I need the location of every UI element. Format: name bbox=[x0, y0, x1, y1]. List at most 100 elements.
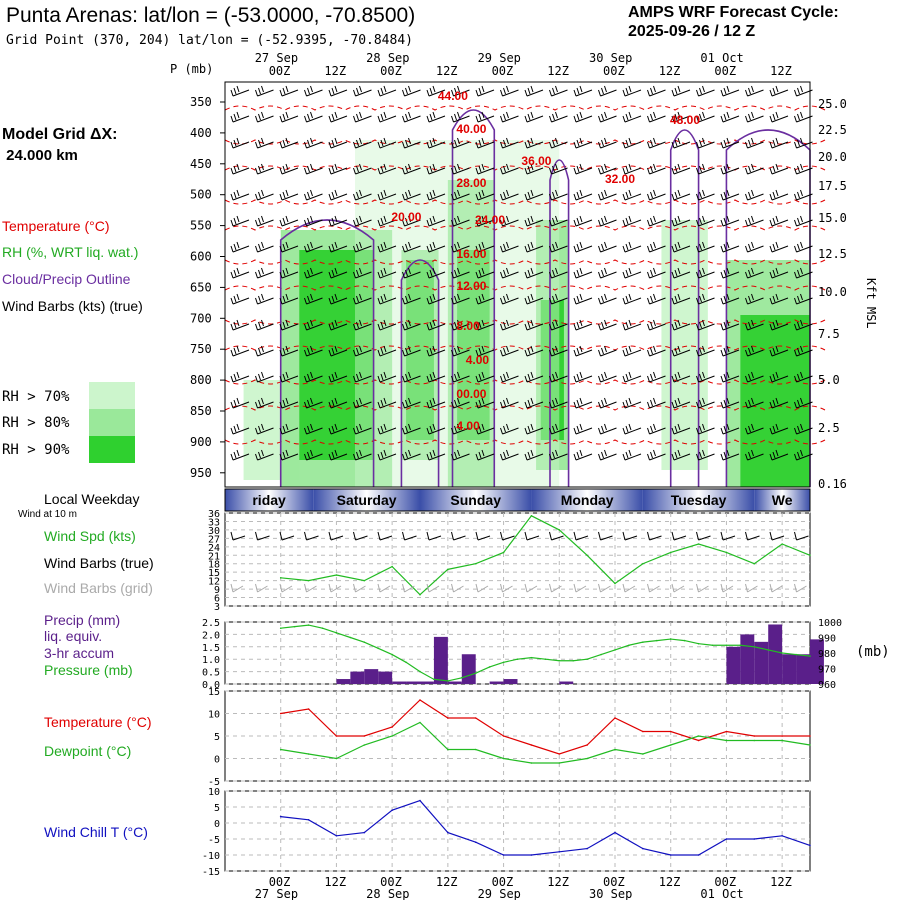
wind-barb bbox=[622, 267, 642, 279]
temp-contour-label: 28.00 bbox=[456, 176, 486, 190]
wind-barb bbox=[794, 345, 813, 357]
wind-barb bbox=[500, 345, 519, 357]
chill-panel-tick: -10 bbox=[202, 851, 220, 862]
pressure-line-point bbox=[307, 624, 310, 626]
wind-barb bbox=[377, 345, 397, 357]
wind-barb-true bbox=[573, 531, 589, 541]
wind-barb bbox=[622, 397, 642, 409]
pressure-line-point bbox=[349, 636, 352, 639]
wind-barb bbox=[745, 215, 764, 227]
bottom-date-label: 30 Sep bbox=[589, 887, 632, 900]
pressure-line-point bbox=[572, 659, 575, 662]
top-date-label: 28 Sep bbox=[366, 51, 409, 65]
wind-barb bbox=[426, 189, 446, 201]
wind-speed-line-point bbox=[586, 554, 588, 557]
wind-barb bbox=[255, 241, 274, 253]
temperature-line-point bbox=[614, 717, 616, 719]
pressure-line-point bbox=[614, 649, 616, 651]
wind-barb bbox=[647, 163, 666, 175]
wind-barb bbox=[279, 215, 299, 227]
wind-barb bbox=[647, 345, 666, 357]
wind-barb-true bbox=[549, 531, 564, 541]
wind-barb bbox=[377, 137, 397, 149]
temp-contour-label: 32.00 bbox=[605, 172, 635, 186]
wind-chill-line-point bbox=[781, 835, 783, 837]
pressure-tick: 350 bbox=[190, 95, 212, 109]
precip-bar bbox=[768, 624, 783, 684]
pressure-line-point bbox=[655, 639, 658, 642]
wind-barb-true bbox=[500, 531, 515, 541]
dewpoint-line-point bbox=[614, 748, 616, 751]
wind-barb bbox=[500, 189, 519, 201]
dewpoint-line-point bbox=[335, 757, 338, 760]
temp-panel-tick: 0 bbox=[214, 755, 220, 766]
wind-barb bbox=[402, 371, 421, 383]
pressure-right-tick: 960 bbox=[818, 680, 836, 691]
wind-barb bbox=[451, 423, 470, 435]
wind-panel-tick: 9 bbox=[214, 585, 220, 596]
cycle-value: 2025-09-26 / 12 Z bbox=[628, 23, 756, 40]
wind-barb bbox=[573, 397, 593, 409]
wind-barb bbox=[794, 215, 813, 227]
precip-panel-frame bbox=[224, 621, 811, 685]
wind-barb bbox=[328, 215, 348, 227]
temp-contour-label: 20.00 bbox=[391, 210, 421, 224]
dewpoint-line-point bbox=[586, 757, 588, 760]
wind-barb bbox=[353, 189, 372, 201]
bottom-hour-label: 12Z bbox=[436, 875, 458, 889]
wind-barb bbox=[549, 137, 568, 149]
wind-speed-line-point bbox=[558, 529, 561, 531]
wind-barb bbox=[524, 163, 544, 175]
pressure-line-point bbox=[781, 652, 783, 654]
wind-barb-true bbox=[647, 531, 662, 541]
wind-panel-tick: 27 bbox=[208, 534, 220, 545]
wind-barb bbox=[696, 345, 715, 357]
wind-barb bbox=[524, 111, 544, 123]
pressure-line-point bbox=[377, 647, 380, 650]
grid-point: Grid Point (370, 204) lat/lon = (-52.939… bbox=[6, 33, 413, 48]
wind-barb bbox=[500, 293, 519, 305]
wind-speed-line-point bbox=[447, 568, 449, 571]
wind-barb bbox=[377, 397, 397, 409]
temp-contour-label: 40.00 bbox=[456, 122, 486, 136]
wind-barb bbox=[402, 449, 421, 461]
legend-wind-barbs-true: Wind Barbs (true) bbox=[44, 555, 154, 571]
wind-barb bbox=[745, 293, 764, 305]
height-tick: 25.0 bbox=[818, 97, 847, 111]
weekday-name: riday bbox=[252, 492, 286, 508]
p-axis-label: P (mb) bbox=[170, 62, 214, 76]
precip-panel-tick: 0.0 bbox=[202, 680, 220, 691]
temperature-line-point bbox=[502, 735, 505, 737]
wind-barb bbox=[647, 85, 666, 97]
pressure-tick: 900 bbox=[190, 435, 212, 449]
wind-barb bbox=[475, 215, 495, 227]
wind-barb bbox=[402, 111, 421, 123]
pressure-line-point bbox=[711, 644, 714, 647]
wind-barb bbox=[794, 137, 813, 149]
wind-barb bbox=[353, 111, 372, 123]
wind-barb bbox=[549, 111, 568, 123]
wind-speed-line-point bbox=[335, 574, 338, 576]
wind-panel-tick: 3 bbox=[214, 602, 220, 613]
top-date-label: 27 Sep bbox=[255, 51, 298, 65]
wind-barb bbox=[279, 163, 299, 175]
wind-barb bbox=[230, 241, 250, 253]
wind-barb bbox=[500, 267, 519, 279]
temperature-line-point bbox=[669, 730, 672, 733]
wind-barb bbox=[745, 397, 764, 409]
precip-panel-tick: 1.0 bbox=[202, 655, 220, 666]
wind-barb bbox=[426, 163, 446, 175]
wind-barb bbox=[769, 423, 789, 435]
wind-barb bbox=[304, 319, 323, 331]
precip-bar bbox=[461, 654, 476, 684]
wind-barb-grid bbox=[794, 583, 807, 593]
wind-speed-line-point bbox=[502, 551, 505, 554]
wind-barb bbox=[647, 137, 666, 149]
wind-barb bbox=[426, 371, 446, 383]
wind-barb-grid bbox=[745, 583, 758, 593]
wind-barb bbox=[377, 215, 397, 227]
wind-barb bbox=[524, 423, 544, 435]
wind-chill-line-point bbox=[502, 854, 505, 856]
wind-speed-line-point bbox=[391, 565, 393, 568]
wind-barb bbox=[671, 111, 691, 123]
